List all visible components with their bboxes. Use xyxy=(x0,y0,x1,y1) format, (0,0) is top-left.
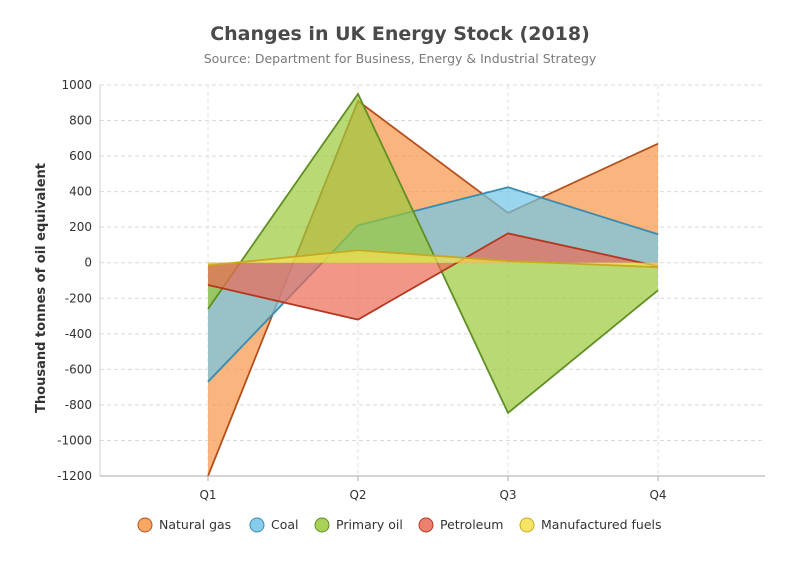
series-line-4[interactable] xyxy=(207,249,659,269)
x-tick-label: Q2 xyxy=(349,488,366,502)
series-line-2[interactable] xyxy=(207,92,659,414)
legend-item-4[interactable]: Manufactured fuels xyxy=(519,517,662,533)
axes: 1000 800 600 400 200 0 -200 -400 -600 -800 -1000 -1… xyxy=(57,78,765,502)
y-tick-label: -1000 xyxy=(57,433,92,447)
grid xyxy=(100,84,765,476)
legend-swatch xyxy=(519,517,535,533)
y-tick-label: 800 xyxy=(69,114,92,128)
legend-label: Manufactured fuels xyxy=(541,517,662,532)
legend-item-3[interactable]: Petroleum xyxy=(418,517,503,533)
legend-swatch xyxy=(418,517,434,533)
series-areas xyxy=(207,92,659,477)
legend[interactable]: Natural gas Coal Primary oil Petroleum Manuf… xyxy=(137,517,662,533)
x-tick-label: Q1 xyxy=(199,488,216,502)
y-tick-label: 400 xyxy=(69,185,92,199)
x-tick-label: Q3 xyxy=(499,488,516,502)
y-tick-label: 600 xyxy=(69,149,92,163)
legend-item-0[interactable]: Natural gas xyxy=(137,517,231,533)
y-tick-label: 1000 xyxy=(61,78,92,92)
series-area-1[interactable] xyxy=(208,187,658,382)
legend-item-2[interactable]: Primary oil xyxy=(314,517,403,533)
y-tick-label: -1200 xyxy=(57,469,92,483)
y-tick-label: -400 xyxy=(65,327,92,341)
series-line-1[interactable] xyxy=(207,186,659,383)
series-line-3[interactable] xyxy=(207,232,659,321)
chart-subtitle: Source: Department for Business, Energy … xyxy=(204,51,597,66)
legend-label: Natural gas xyxy=(159,517,231,532)
y-tick-label: 200 xyxy=(69,220,92,234)
x-tick-label: Q4 xyxy=(649,488,666,502)
legend-swatch xyxy=(249,517,265,533)
y-tick-label: -800 xyxy=(65,398,92,412)
chart-title: Changes in UK Energy Stock (2018) xyxy=(210,23,590,45)
legend-label: Primary oil xyxy=(336,517,403,532)
y-axis-label: Thousand tonnes of oil equivalent xyxy=(34,163,49,413)
y-tick-label: -600 xyxy=(65,362,92,376)
legend-item-1[interactable]: Coal xyxy=(249,517,299,533)
legend-label: Coal xyxy=(271,517,299,532)
legend-label: Petroleum xyxy=(440,517,503,532)
y-tick-label: -200 xyxy=(65,291,92,305)
y-tick-label: 0 xyxy=(84,256,92,270)
legend-swatch xyxy=(137,517,153,533)
legend-swatch xyxy=(314,517,330,533)
